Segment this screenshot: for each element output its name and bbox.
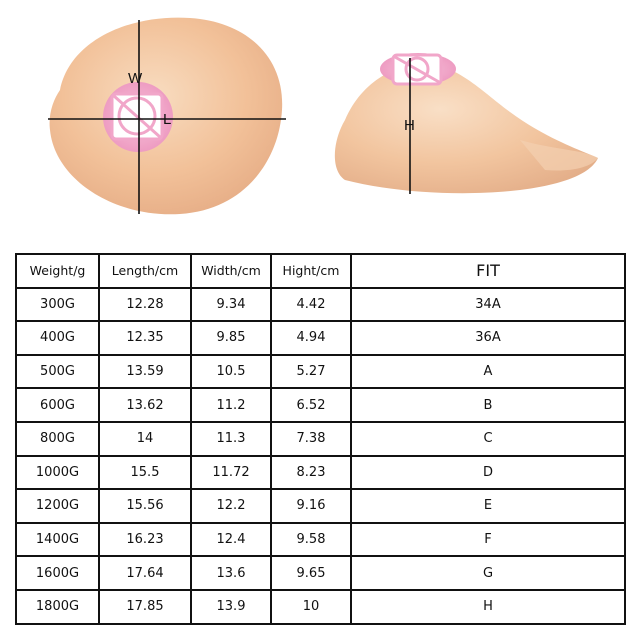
weight-cell: 1000G — [15, 454, 100, 491]
side-view — [334, 53, 598, 194]
header-length: Length/cm — [98, 253, 192, 289]
front-view — [48, 17, 286, 215]
header-weight: Weight/g — [15, 253, 100, 289]
table-row: 600G 13.62 11.2 6.52 B — [15, 387, 626, 423]
header-fit: FIT — [350, 253, 626, 289]
weight-cell: 400G — [15, 320, 100, 356]
table-row: 1600G 17.64 13.6 9.65 G — [15, 555, 626, 591]
height-cell: 7.38 — [270, 420, 352, 457]
fit-cell: H — [350, 588, 626, 625]
product-figure: W L H — [0, 0, 640, 250]
table-row: 500G 13.59 10.5 5.27 A — [15, 353, 626, 390]
table-row: 1400G 16.23 12.4 9.58 F — [15, 521, 626, 558]
breast-form-illustration — [48, 17, 598, 215]
table-row: 300G 12.28 9.34 4.42 34A — [15, 286, 626, 323]
fit-cell: F — [350, 521, 626, 558]
height-cell: 4.42 — [270, 286, 352, 323]
side-form-shape — [334, 63, 598, 194]
width-cell: 9.85 — [190, 320, 272, 356]
width-cell: 11.2 — [190, 387, 272, 423]
length-cell: 17.85 — [98, 588, 192, 625]
height-cell: 9.58 — [270, 521, 352, 558]
width-cell: 9.34 — [190, 286, 272, 323]
fit-cell: G — [350, 555, 626, 591]
header-height: Hight/cm — [270, 253, 352, 289]
length-cell: 15.56 — [98, 488, 192, 524]
height-label: H — [404, 117, 415, 134]
width-cell: 10.5 — [190, 353, 272, 390]
length-cell: 13.62 — [98, 387, 192, 423]
width-cell: 12.2 — [190, 488, 272, 524]
weight-cell: 1600G — [15, 555, 100, 591]
width-cell: 11.3 — [190, 420, 272, 457]
width-label: W — [128, 70, 143, 87]
length-cell: 12.28 — [98, 286, 192, 323]
width-cell: 13.9 — [190, 588, 272, 625]
table-row: 1200G 15.56 12.2 9.16 E — [15, 488, 626, 524]
fit-cell: 36A — [350, 320, 626, 356]
length-cell: 16.23 — [98, 521, 192, 558]
weight-cell: 600G — [15, 387, 100, 423]
length-cell: 17.64 — [98, 555, 192, 591]
table-row: 800G 14 11.3 7.38 C — [15, 420, 626, 457]
weight-cell: 800G — [15, 420, 100, 457]
weight-cell: 300G — [15, 286, 100, 323]
fit-cell: D — [350, 454, 626, 491]
table-header-row: Weight/g Length/cm Width/cm Hight/cm FIT — [15, 253, 626, 289]
length-cell: 12.35 — [98, 320, 192, 356]
height-cell: 8.23 — [270, 454, 352, 491]
length-cell: 14 — [98, 420, 192, 457]
size-chart-table: Weight/g Length/cm Width/cm Hight/cm FIT… — [15, 253, 626, 625]
fit-cell: E — [350, 488, 626, 524]
height-cell: 10 — [270, 588, 352, 625]
width-cell: 12.4 — [190, 521, 272, 558]
table-row: 400G 12.35 9.85 4.94 36A — [15, 320, 626, 356]
width-cell: 11.72 — [190, 454, 272, 491]
table-row: 1000G 15.5 11.72 8.23 D — [15, 454, 626, 491]
fit-cell: 34A — [350, 286, 626, 323]
length-label: L — [163, 111, 172, 128]
height-cell: 9.65 — [270, 555, 352, 591]
weight-cell: 1800G — [15, 588, 100, 625]
height-cell: 4.94 — [270, 320, 352, 356]
height-cell: 5.27 — [270, 353, 352, 390]
table-row: 1800G 17.85 13.9 10 H — [15, 588, 626, 625]
fit-cell: C — [350, 420, 626, 457]
length-cell: 15.5 — [98, 454, 192, 491]
height-cell: 6.52 — [270, 387, 352, 423]
fit-cell: A — [350, 353, 626, 390]
weight-cell: 1400G — [15, 521, 100, 558]
fit-cell: B — [350, 387, 626, 423]
weight-cell: 1200G — [15, 488, 100, 524]
header-width: Width/cm — [190, 253, 272, 289]
height-cell: 9.16 — [270, 488, 352, 524]
width-cell: 13.6 — [190, 555, 272, 591]
length-cell: 13.59 — [98, 353, 192, 390]
table-body: 300G 12.28 9.34 4.42 34A 400G 12.35 9.85 4.94 36A… — [15, 286, 626, 625]
weight-cell: 500G — [15, 353, 100, 390]
